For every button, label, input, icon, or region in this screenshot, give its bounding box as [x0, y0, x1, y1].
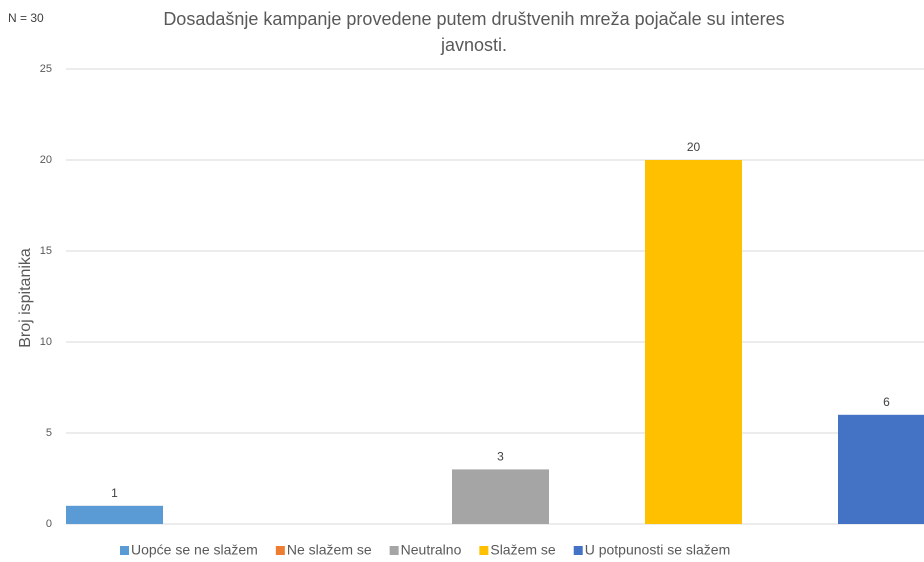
y-tick-label: 25	[40, 63, 52, 75]
y-tick-label: 10	[40, 336, 52, 348]
legend-label: Ne slažem se	[287, 542, 372, 558]
y-tick-label: 20	[40, 154, 52, 166]
bar	[66, 505, 163, 524]
data-label: 1	[111, 486, 118, 500]
y-axis-label: Broj ispitanika	[17, 248, 34, 348]
chart-title: javnosti.	[440, 35, 507, 55]
bar	[452, 469, 549, 524]
legend-swatch	[479, 546, 489, 555]
note: N = 30	[8, 11, 44, 25]
y-tick-label: 15	[40, 245, 52, 257]
legend-swatch	[120, 546, 129, 555]
data-label: 6	[883, 395, 890, 409]
chart-title: Dosadašnje kampanje provedene putem druš…	[163, 9, 784, 29]
bar	[645, 160, 742, 524]
legend-label: U potpunosti se slažem	[585, 542, 731, 558]
y-tick-label: 0	[46, 518, 52, 530]
y-tick-label: 5	[46, 427, 52, 439]
legend-label: Uopće se ne slažem	[131, 542, 258, 558]
legend-label: Slažem se	[490, 542, 556, 558]
legend-label: Neutralno	[401, 542, 462, 558]
data-label: 20	[687, 140, 701, 154]
data-label: 3	[497, 450, 504, 464]
legend-swatch	[275, 546, 285, 555]
legend-swatch	[573, 546, 583, 555]
bar	[838, 414, 924, 524]
legend-swatch	[389, 546, 399, 555]
